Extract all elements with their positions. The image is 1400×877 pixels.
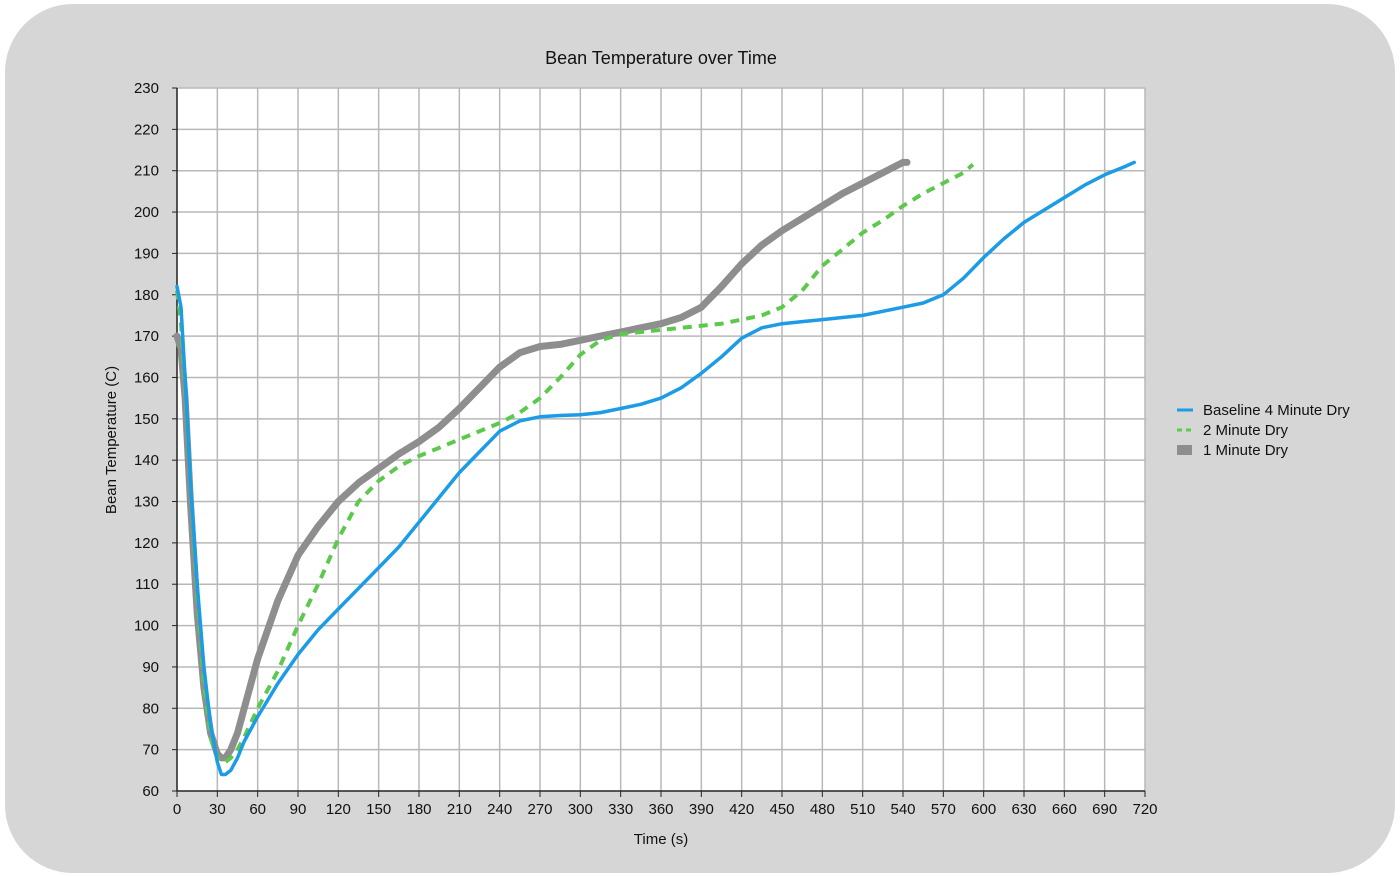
x-tick-label: 570 xyxy=(931,801,956,818)
y-tick-label: 150 xyxy=(134,411,159,428)
x-tick-label: 60 xyxy=(249,801,266,818)
x-tick-label: 0 xyxy=(173,801,181,818)
chart-title: Bean Temperature over Time xyxy=(545,48,777,68)
y-tick-label: 170 xyxy=(134,328,159,345)
legend-label: 2 Minute Dry xyxy=(1203,422,1289,439)
x-tick-label: 480 xyxy=(810,801,835,818)
y-tick-label: 80 xyxy=(142,700,159,717)
y-tick-label: 130 xyxy=(134,494,159,511)
x-tick-label: 720 xyxy=(1132,801,1157,818)
legend-swatch xyxy=(1177,445,1192,455)
y-tick-label: 100 xyxy=(134,618,159,635)
x-axis-label: Time (s) xyxy=(634,831,688,848)
series-line-1 xyxy=(175,160,1136,777)
x-tick-label: 90 xyxy=(290,801,307,818)
vertical-gridlines xyxy=(216,88,1146,791)
y-tick-label: 220 xyxy=(134,121,159,138)
x-tick-label: 270 xyxy=(527,801,552,818)
x-tick-label: 630 xyxy=(1011,801,1036,818)
x-tick-label: 150 xyxy=(366,801,391,818)
x-tick-label: 180 xyxy=(406,801,431,818)
x-tick-label: 330 xyxy=(608,801,633,818)
x-tick-label: 600 xyxy=(971,801,996,818)
y-tick-label: 110 xyxy=(135,576,159,593)
y-tick-label: 190 xyxy=(134,245,159,262)
series-lines xyxy=(173,158,1136,777)
x-tick-label: 420 xyxy=(729,801,754,818)
y-tick-label: 160 xyxy=(134,369,159,386)
series-line-3 xyxy=(173,158,911,762)
x-tick-label: 30 xyxy=(209,801,226,818)
x-tick-label: 450 xyxy=(769,801,794,818)
x-tick-label: 120 xyxy=(326,801,351,818)
x-tick-label: 240 xyxy=(487,801,512,818)
horizontal-gridlines xyxy=(177,87,1145,751)
x-tick-label: 660 xyxy=(1052,801,1077,818)
y-tick-label: 60 xyxy=(142,783,159,800)
x-tick-label: 540 xyxy=(890,801,915,818)
y-tick-label: 140 xyxy=(134,452,159,469)
y-tick-label: 200 xyxy=(134,204,159,221)
x-tick-label: 210 xyxy=(447,801,472,818)
y-tick-label: 180 xyxy=(134,287,159,304)
y-tick-labels: 60 70 80 90 100 110 120 130 140 150 160 170 180 190 20… xyxy=(134,80,177,800)
y-axis-label: Bean Temperature (C) xyxy=(103,366,120,514)
legend-label: Baseline 4 Minute Dry xyxy=(1203,402,1350,419)
y-tick-label: 120 xyxy=(134,535,159,552)
legend-label: 1 Minute Dry xyxy=(1203,442,1289,459)
x-tick-labels: 0 30 60 90 120 150 180 210 240 270 300 330 360 390 420… xyxy=(173,791,1158,818)
x-tick-label: 360 xyxy=(648,801,673,818)
y-tick-label: 210 xyxy=(134,163,159,180)
x-tick-label: 300 xyxy=(568,801,593,818)
y-tick-label: 90 xyxy=(142,659,159,676)
legend: Baseline 4 Minute Dry 2 Minute Dry 1 Minut… xyxy=(1177,402,1350,459)
y-tick-label: 70 xyxy=(142,742,159,759)
x-tick-label: 690 xyxy=(1092,801,1117,818)
y-tick-label: 230 xyxy=(134,80,159,97)
x-tick-label: 390 xyxy=(689,801,714,818)
x-tick-label: 510 xyxy=(850,801,875,818)
